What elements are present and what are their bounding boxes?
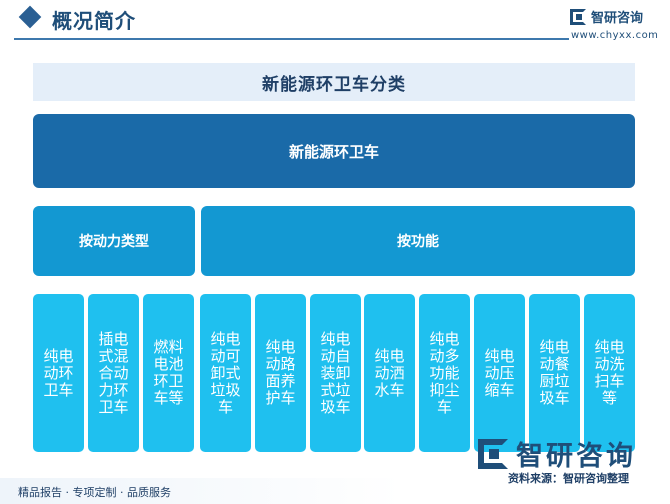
leaf-node-label: 纯电动环卫车: [43, 346, 74, 399]
leaf-node-label: 纯电动自装卸式垃圾车: [320, 329, 351, 416]
leaf-node-label: 纯电动可卸式垃圾车: [210, 329, 241, 416]
leaf-node: 纯电动多功能抑尘车: [419, 294, 470, 452]
leaf-node: 纯电动自装卸式垃圾车: [310, 294, 361, 452]
leaf-node-label: 纯电动洗扫车等: [594, 338, 625, 407]
leaf-node: 纯电动洒水车: [364, 294, 415, 452]
root-node: 新能源环卫车: [33, 114, 635, 188]
leaf-node-label: 插电式混合动力环卫车: [98, 329, 129, 416]
brand-name: 智研咨询: [591, 11, 644, 26]
category-node-power: 按动力类型: [33, 206, 195, 276]
leaf-node: 纯电动环卫车: [33, 294, 84, 452]
leaf-node-label: 纯电动路面养护车: [265, 338, 296, 407]
category-node-function: 按功能: [201, 206, 635, 276]
root-node-label: 新能源环卫车: [288, 142, 379, 161]
leaf-node-label: 燃料电池环卫车等: [153, 338, 184, 407]
leaf-node: 插电式混合动力环卫车: [88, 294, 139, 452]
leaf-node-label: 纯电动洒水车: [374, 346, 405, 399]
category-label-function: 按功能: [397, 234, 439, 250]
section-title: 概况简介: [52, 9, 136, 33]
footer-bar: [0, 478, 670, 504]
leaf-node: 纯电动餐厨垃圾车: [529, 294, 580, 452]
leaf-node: 纯电动路面养护车: [255, 294, 306, 452]
header-divider: [14, 38, 569, 40]
source-note: 资料来源：智研咨询整理: [508, 472, 629, 485]
brand-logo: 智研咨询: [570, 7, 643, 26]
leaf-node-label: 纯电动多功能抑尘车: [429, 329, 460, 416]
leaf-node: 纯电动压缩车: [474, 294, 525, 452]
watermark-text: 智研咨询: [516, 441, 636, 472]
brand-url: www.chyxx.com: [571, 30, 659, 41]
leaf-node: 纯电动洗扫车等: [584, 294, 635, 452]
watermark-logo-icon: [478, 438, 508, 469]
diagram-title-bar: 新能源环卫车分类: [33, 63, 635, 101]
footer-slogan: 精品报告 · 专项定制 · 品质服务: [18, 486, 171, 499]
category-label-power: 按动力类型: [79, 234, 149, 250]
watermark-logo: 智研咨询: [478, 434, 636, 473]
leaf-node-label: 纯电动餐厨垃圾车: [539, 338, 570, 407]
diagram-title: 新能源环卫车分类: [262, 74, 406, 95]
brand-logo-icon: [570, 8, 586, 25]
leaf-node: 燃料电池环卫车等: [143, 294, 194, 452]
leaf-node-label: 纯电动压缩车: [484, 346, 515, 399]
leaf-node: 纯电动可卸式垃圾车: [200, 294, 251, 452]
header-diamond-icon: [18, 5, 42, 29]
